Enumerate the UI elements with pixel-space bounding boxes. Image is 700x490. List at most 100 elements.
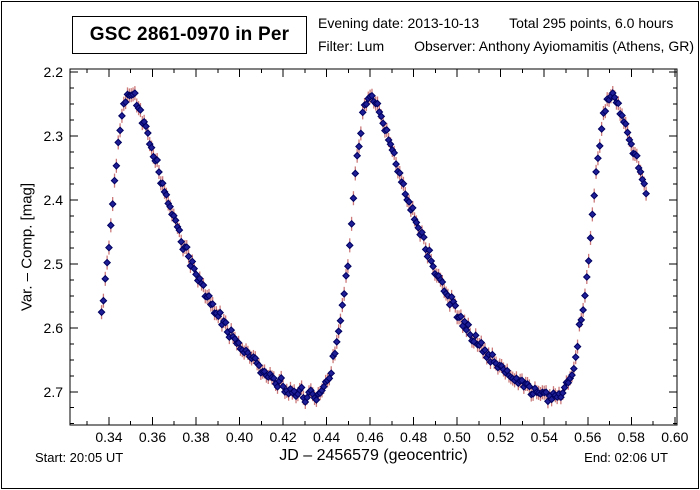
data-point-marker bbox=[112, 161, 121, 170]
data-point-marker bbox=[456, 312, 465, 321]
data-point-marker bbox=[636, 167, 645, 176]
data-point-marker bbox=[158, 179, 167, 188]
data-point-marker bbox=[368, 91, 376, 100]
total-points-label: Total 295 points, 6.0 hours bbox=[509, 15, 674, 31]
data-point-marker bbox=[143, 129, 152, 137]
data-point-marker bbox=[184, 252, 193, 261]
data-point-marker bbox=[429, 262, 437, 271]
data-point-marker bbox=[221, 318, 230, 327]
data-points bbox=[97, 89, 650, 406]
data-point-marker bbox=[425, 246, 434, 255]
data-point-marker bbox=[347, 219, 356, 228]
data-point-marker bbox=[379, 119, 387, 128]
data-point-marker bbox=[297, 383, 306, 392]
svg-text:0.52: 0.52 bbox=[487, 429, 514, 445]
data-point-marker bbox=[623, 128, 632, 137]
filter-label: Filter: Lum bbox=[318, 38, 385, 54]
svg-text:0.54: 0.54 bbox=[531, 429, 558, 445]
plot-frame bbox=[69, 68, 678, 426]
data-point-marker bbox=[121, 98, 130, 107]
data-point-marker bbox=[269, 374, 278, 383]
svg-text:0.46: 0.46 bbox=[357, 429, 384, 445]
data-point-marker bbox=[423, 252, 432, 261]
data-point-marker bbox=[462, 326, 471, 334]
data-point-marker bbox=[642, 189, 650, 198]
data-point-marker bbox=[373, 99, 382, 108]
data-point-marker bbox=[382, 126, 391, 134]
x-axis-title: JD – 2456579 (geocentric) bbox=[279, 447, 468, 464]
data-point-marker bbox=[419, 233, 428, 242]
data-point-marker bbox=[355, 142, 363, 151]
data-point-marker bbox=[349, 194, 358, 203]
data-point-marker bbox=[97, 308, 106, 317]
data-point-marker bbox=[227, 326, 236, 335]
data-point-marker bbox=[99, 296, 108, 305]
data-point-marker bbox=[621, 119, 630, 128]
data-point-marker bbox=[331, 349, 339, 358]
data-point-marker bbox=[547, 395, 556, 404]
axis-tick-labels: 0.34 0.36 0.38 0.40 0.42 0.44 0.46 0.48 0.50 0.52… bbox=[44, 64, 689, 445]
data-point-marker bbox=[408, 204, 417, 212]
data-point-marker bbox=[594, 154, 602, 163]
data-point-marker bbox=[153, 156, 162, 164]
data-point-marker bbox=[108, 200, 117, 208]
data-point-marker bbox=[558, 389, 567, 397]
data-point-marker bbox=[340, 289, 349, 298]
data-point-marker bbox=[618, 111, 626, 120]
data-point-marker bbox=[595, 142, 604, 150]
svg-text:2.2: 2.2 bbox=[44, 64, 64, 80]
data-point-marker bbox=[488, 350, 497, 359]
data-point-marker bbox=[332, 337, 341, 346]
data-point-marker bbox=[582, 273, 591, 281]
data-point-marker bbox=[199, 281, 208, 290]
data-point-marker bbox=[586, 234, 595, 242]
start-time-label: Start: 20:05 UT bbox=[35, 450, 124, 465]
data-point-marker bbox=[338, 301, 347, 310]
data-point-marker bbox=[114, 138, 123, 147]
data-point-marker bbox=[518, 376, 526, 385]
data-point-marker bbox=[632, 151, 641, 160]
data-point-marker bbox=[319, 382, 328, 391]
data-point-marker bbox=[438, 278, 447, 286]
data-point-marker bbox=[588, 210, 597, 219]
star-title: GSC 2861-0970 in Per bbox=[89, 24, 290, 45]
data-point-marker bbox=[405, 197, 413, 206]
data-point-marker bbox=[466, 330, 475, 339]
data-point-marker bbox=[525, 382, 534, 391]
data-point-marker bbox=[471, 331, 480, 340]
svg-text:0.56: 0.56 bbox=[574, 429, 601, 445]
svg-text:2.6: 2.6 bbox=[44, 320, 64, 336]
data-point-marker bbox=[255, 361, 263, 370]
data-point-marker bbox=[579, 306, 588, 314]
svg-text:0.58: 0.58 bbox=[618, 429, 645, 445]
data-point-marker bbox=[597, 125, 606, 133]
data-point-marker bbox=[614, 99, 623, 108]
data-point-marker bbox=[427, 257, 436, 265]
data-point-marker bbox=[377, 112, 386, 121]
data-point-marker bbox=[312, 395, 321, 404]
data-point-marker bbox=[345, 241, 354, 250]
data-point-marker bbox=[584, 256, 593, 265]
data-point-marker bbox=[343, 262, 352, 271]
data-point-marker bbox=[334, 327, 343, 336]
data-point-marker bbox=[477, 338, 486, 347]
data-point-marker bbox=[358, 108, 367, 117]
data-point-marker bbox=[177, 237, 186, 246]
data-point-marker bbox=[592, 167, 600, 176]
data-point-marker bbox=[464, 320, 473, 329]
svg-text:0.40: 0.40 bbox=[226, 429, 253, 445]
data-point-marker bbox=[147, 143, 156, 152]
data-point-marker bbox=[182, 243, 191, 252]
data-point-marker bbox=[390, 148, 399, 157]
axis-ticks bbox=[70, 69, 677, 425]
data-point-marker bbox=[336, 316, 345, 325]
header-info-line-1: Evening date: 2013-10-13 Total 295 points… bbox=[318, 15, 673, 31]
data-point-marker bbox=[171, 216, 180, 225]
star-title-box: GSC 2861-0970 in Per bbox=[72, 16, 307, 54]
data-point-marker bbox=[601, 107, 610, 116]
data-point-marker bbox=[192, 270, 200, 279]
data-point-marker bbox=[401, 190, 410, 199]
data-point-marker bbox=[190, 264, 199, 273]
evening-date-label: Evening date: 2013-10-13 bbox=[318, 15, 480, 31]
data-point-marker bbox=[303, 393, 312, 402]
